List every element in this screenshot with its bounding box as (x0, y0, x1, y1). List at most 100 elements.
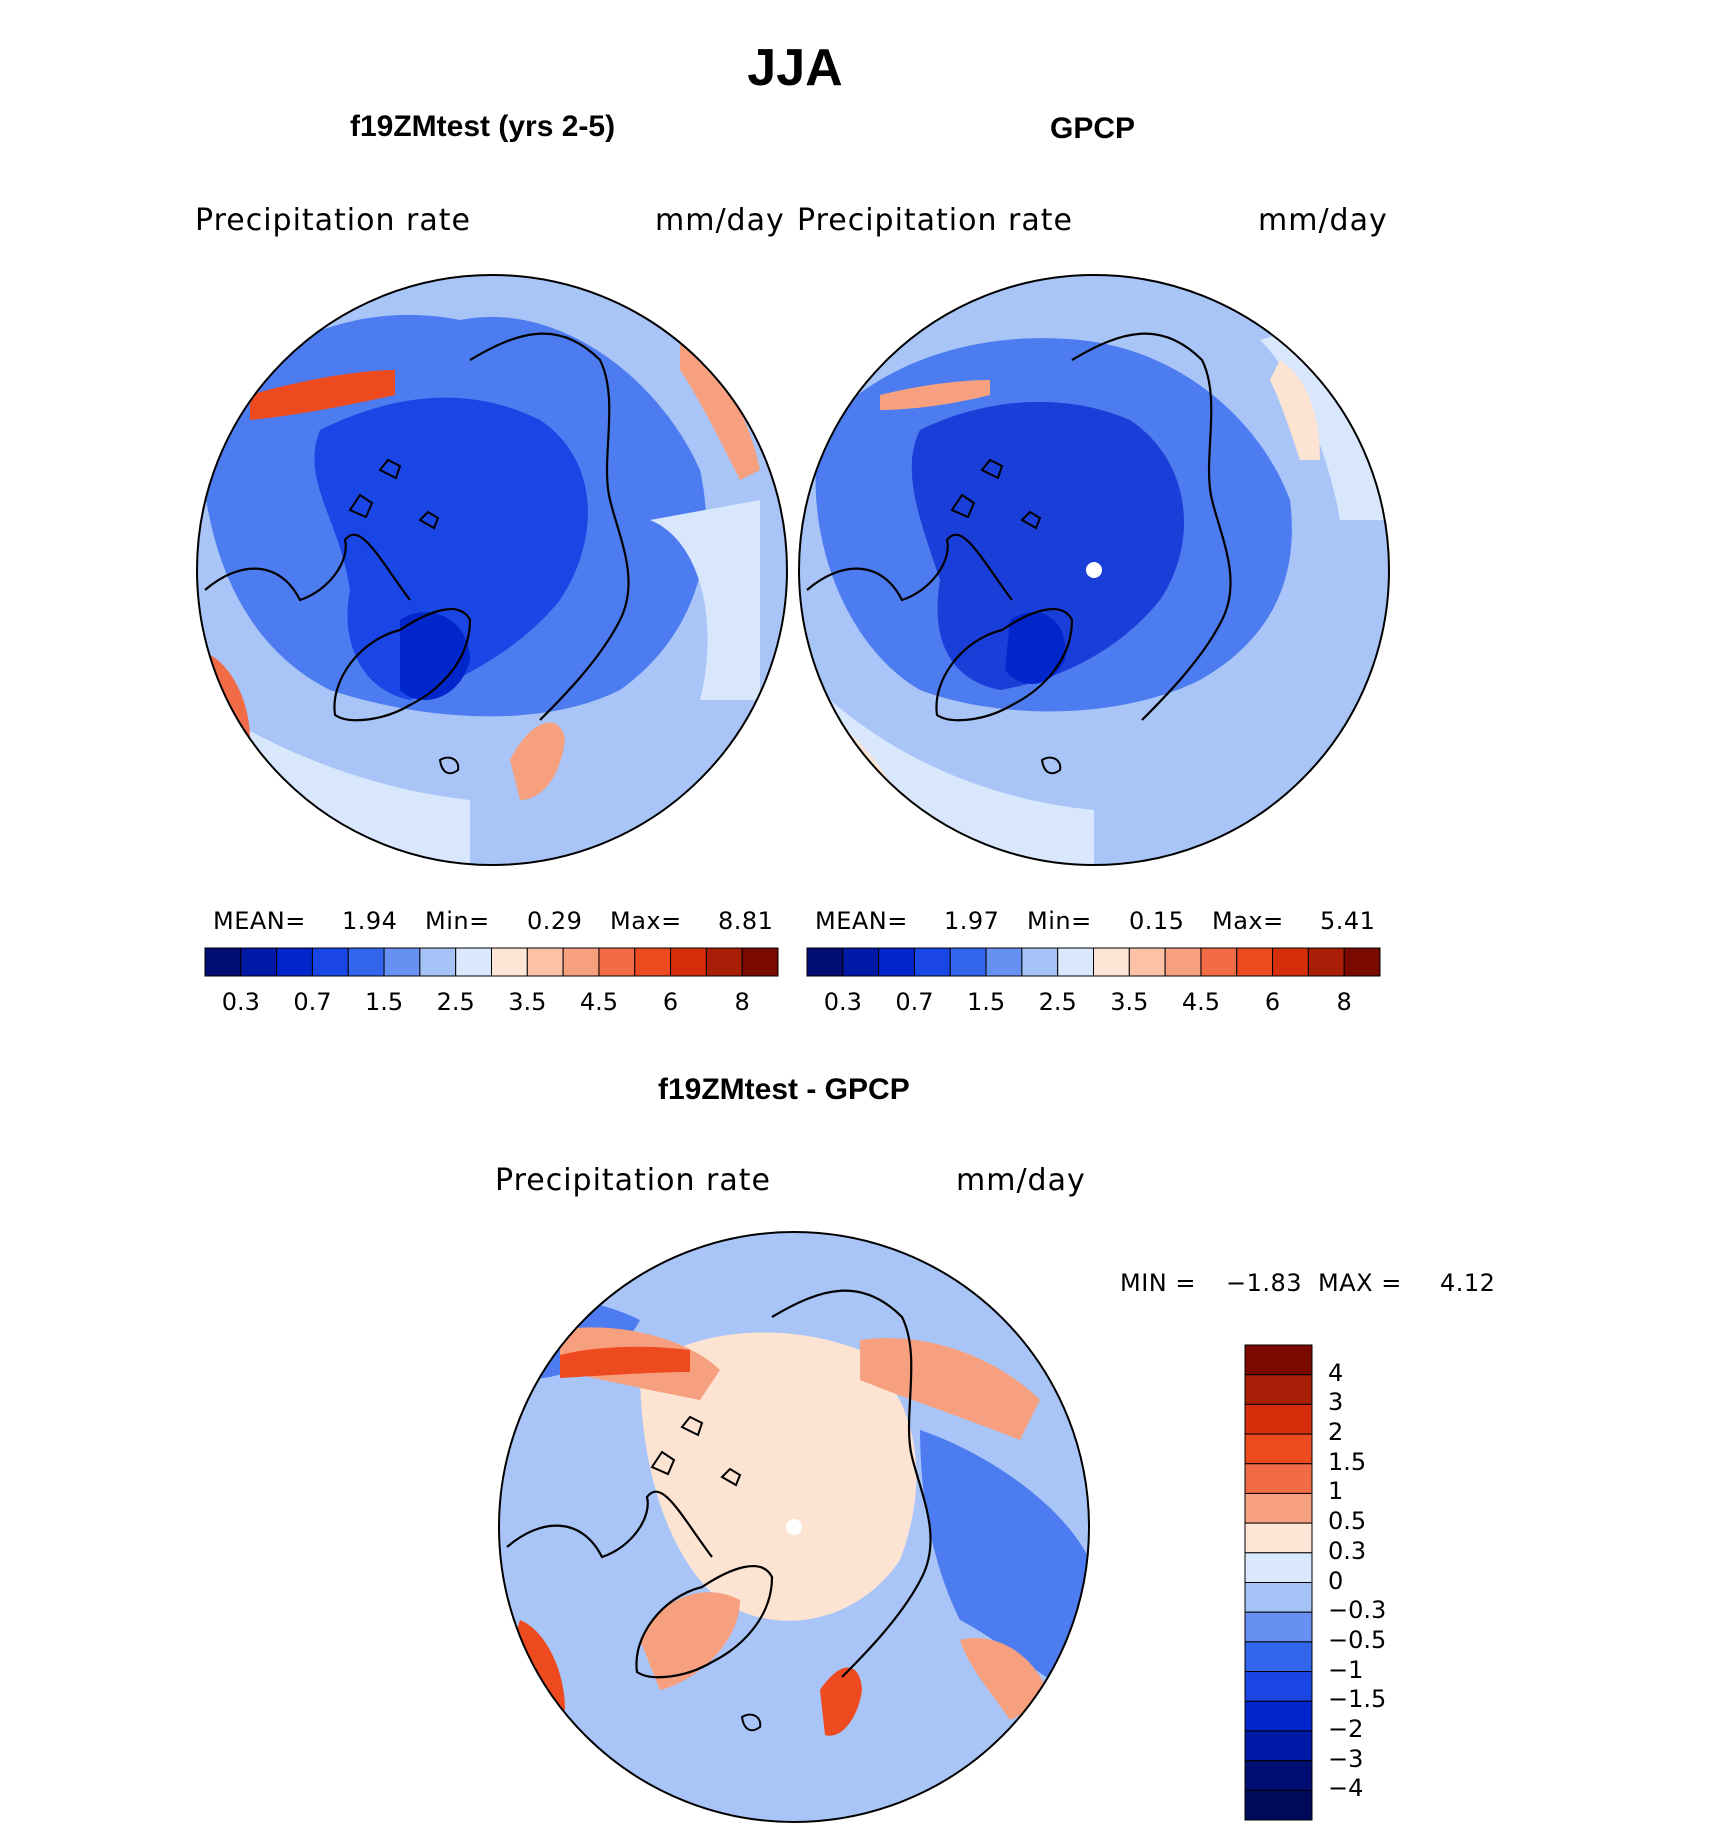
diff-colorbar-tick-label: 2 (1328, 1418, 1344, 1447)
units-label-model: mm/day (655, 203, 785, 238)
model-colorbar-box (741, 947, 779, 977)
obs-colorbar-box (949, 947, 987, 977)
obs-colorbar-box (806, 947, 844, 977)
model-colorbar-tick-label: 0.3 (221, 988, 260, 1016)
model-colorbar-box (204, 947, 242, 977)
colorbar-model (204, 947, 779, 977)
model-colorbar-tick-label: 3.5 (508, 988, 547, 1016)
obs-colorbar-box (1200, 947, 1238, 977)
coastline-obs-islands (950, 458, 1062, 775)
diff-colorbar-box (1244, 1552, 1313, 1583)
coastline-obs-north-america (806, 533, 1013, 602)
field-diff-blue-e (920, 1430, 1089, 1700)
coastline-obs-eurasia (1071, 332, 1232, 721)
map-model-border (196, 274, 788, 866)
stat-mean-model: 1.94 (342, 907, 398, 935)
obs-colorbar-tick-label: 0.7 (895, 988, 934, 1016)
diff-colorbar-box (1244, 1700, 1313, 1732)
diff-colorbar-box (1244, 1522, 1313, 1554)
field-diff-salmon-ne (860, 1338, 1040, 1440)
stat-max-diff: 4.12 (1440, 1269, 1496, 1297)
field-obs-darkest (1005, 612, 1066, 684)
model-colorbar-box (276, 947, 313, 977)
field-diff-salmon-greenland (640, 1592, 740, 1690)
diff-colorbar-box (1244, 1760, 1313, 1791)
model-colorbar-box (670, 947, 707, 977)
field-model-scandinavia (510, 722, 565, 800)
pole-marker-obs (1086, 562, 1102, 578)
obs-colorbar-tick-label: 3.5 (1110, 988, 1149, 1016)
coastline-model-north-america (204, 533, 411, 602)
colorbar-obs (806, 947, 1381, 977)
coastline-obs-greenland (935, 608, 1074, 722)
diff-colorbar-box (1244, 1582, 1313, 1613)
diff-colorbar-box (1244, 1492, 1313, 1524)
obs-colorbar-box (1128, 947, 1166, 977)
diff-colorbar-box (1244, 1463, 1313, 1494)
stat-min-label-model: Min= (425, 907, 490, 935)
field-diff-salmon-se (960, 1638, 1050, 1720)
obs-colorbar-box (878, 947, 915, 977)
field-model-deepblue (314, 397, 588, 700)
obs-colorbar-tick-label: 0.3 (823, 988, 862, 1016)
model-colorbar-tick-label: 0.7 (293, 988, 332, 1016)
map-obs (799, 275, 1389, 865)
obs-colorbar-box (1343, 947, 1381, 977)
stat-mean-label-obs: MEAN= (815, 907, 908, 935)
field-obs-deepblue (911, 401, 1184, 690)
diff-colorbar-box (1244, 1671, 1313, 1702)
field-diff-red-scandinavia (820, 1667, 862, 1736)
model-colorbar-box (311, 947, 349, 977)
obs-colorbar-box (1272, 947, 1309, 977)
panel-title-model: f19ZMtest (yrs 2-5) (350, 110, 616, 143)
model-colorbar-box (419, 947, 457, 977)
obs-colorbar-box (985, 947, 1023, 977)
model-colorbar-tick-label: 2.5 (436, 988, 475, 1016)
field-diff-peach-core (640, 1332, 917, 1621)
diff-colorbar-tick-label: −3 (1328, 1744, 1364, 1773)
page-title: JJA (747, 39, 843, 97)
model-colorbar-tick-label: 1.5 (364, 988, 404, 1016)
field-model-pale-e (650, 500, 760, 700)
variable-label-model: Precipitation rate (195, 203, 471, 238)
diff-colorbar-tick-label: −2 (1328, 1714, 1364, 1743)
model-colorbar-box (240, 947, 278, 977)
field-obs-red-nw (880, 380, 990, 410)
stat-max-label-model: Max= (610, 907, 682, 935)
variable-label-obs: Precipitation rate (797, 203, 1073, 238)
diff-colorbar-box (1244, 1789, 1313, 1821)
stat-max-label-diff: MAX = (1318, 1269, 1402, 1297)
obs-colorbar-tick-label: 2.5 (1038, 988, 1077, 1016)
panel-title-obs: GPCP (1050, 112, 1136, 145)
diff-colorbar-box (1244, 1641, 1313, 1673)
model-colorbar-tick-label: 6 (662, 988, 679, 1016)
diff-colorbar-tick-label: 1 (1328, 1477, 1344, 1506)
diff-colorbar-box (1244, 1344, 1313, 1376)
diff-colorbar-tick-label: −0.3 (1328, 1596, 1387, 1625)
coastline-model-eurasia (469, 332, 630, 721)
stat-max-model: 8.81 (718, 907, 774, 935)
diff-colorbar-tick-label: −1 (1328, 1655, 1364, 1684)
stat-min-obs: 0.15 (1129, 907, 1185, 935)
obs-colorbar-box (913, 947, 951, 977)
coastline-diff-eurasia (771, 1289, 932, 1678)
stat-min-label-obs: Min= (1027, 907, 1092, 935)
diff-colorbar-tick-label: 3 (1328, 1388, 1344, 1417)
model-colorbar-box (526, 947, 564, 977)
stat-min-model: 0.29 (527, 907, 583, 935)
stat-min-label-diff: MIN = (1120, 1269, 1196, 1297)
field-model-red-nw (250, 370, 395, 420)
units-label-obs: mm/day (1258, 203, 1388, 238)
model-colorbar-tick-label: 4.5 (579, 988, 619, 1016)
diff-colorbar-tick-label: −4 (1328, 1774, 1364, 1803)
obs-colorbar-box (1057, 947, 1094, 977)
stat-min-diff: −1.83 (1226, 1269, 1303, 1297)
model-colorbar-box (383, 947, 421, 977)
coastline-diff-islands (650, 1415, 762, 1732)
model-colorbar-box (634, 947, 672, 977)
coastline-model-islands (348, 458, 460, 775)
model-colorbar-tick-label: 8 (734, 988, 750, 1016)
field-diff-red-nw (560, 1346, 690, 1378)
obs-colorbar-tick-label: 6 (1264, 988, 1281, 1016)
